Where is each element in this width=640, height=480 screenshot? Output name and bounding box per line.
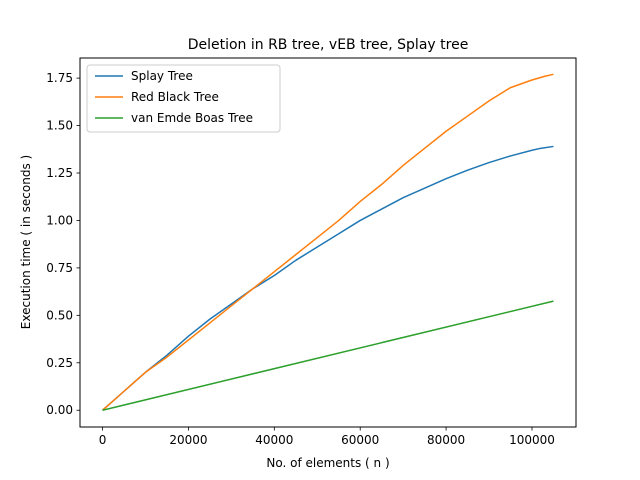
x-tick-label-5: 100000 (509, 433, 555, 447)
x-tick-label-0: 0 (99, 433, 107, 447)
x-tick-label-3: 60000 (341, 433, 379, 447)
legend-box (86, 64, 281, 133)
y-tick-label-1: 0.25 (46, 356, 73, 370)
chart-title: Deletion in RB tree, vEB tree, Splay tre… (188, 37, 469, 53)
y-tick-label-7: 1.75 (46, 71, 73, 85)
y-tick-label-0: 0.00 (46, 403, 73, 417)
y-tick-label-3: 0.75 (46, 261, 73, 275)
legend-label-2: van Emde Boas Tree (131, 111, 253, 125)
x-tick-label-1: 20000 (169, 433, 207, 447)
y-axis-label: Execution time ( in seconds ) (19, 155, 33, 329)
legend-label-1: Red Black Tree (131, 90, 219, 104)
x-tick-label-2: 40000 (255, 433, 293, 447)
y-tick-label-5: 1.25 (46, 166, 73, 180)
y-tick-label-4: 1.00 (46, 213, 73, 227)
y-tick-label-2: 0.50 (46, 308, 73, 322)
legend-label-0: Splay Tree (131, 69, 193, 83)
y-tick-label-6: 1.50 (46, 119, 73, 133)
series-line-0 (102, 145, 554, 411)
x-tick-label-4: 80000 (427, 433, 465, 447)
axes-frame (79, 57, 577, 428)
series-layer (102, 73, 554, 411)
legend: Splay Tree Red Black Tree van Emde Boas Tr… (86, 64, 281, 133)
axes-layer: 0 20000 40000 60000 80000 100000 0.00 0.25 0.50 0… (46, 57, 577, 447)
series-line-2 (102, 300, 554, 411)
series-line-1 (102, 73, 554, 411)
x-axis-label: No. of elements ( n ) (266, 456, 389, 470)
